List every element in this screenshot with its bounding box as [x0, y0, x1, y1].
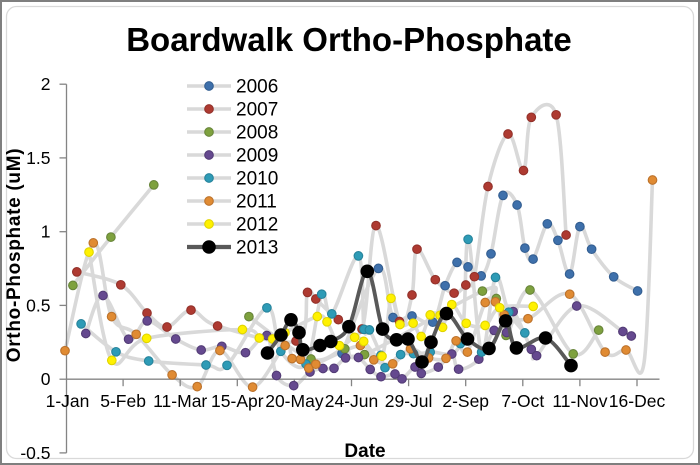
- svg-text:16-Dec: 16-Dec: [609, 391, 666, 411]
- svg-text:2008: 2008: [236, 123, 278, 144]
- svg-text:24-Jun: 24-Jun: [325, 391, 379, 411]
- svg-text:2006: 2006: [236, 77, 278, 98]
- svg-text:15-Apr: 15-Apr: [211, 391, 264, 411]
- svg-text:2012: 2012: [236, 215, 278, 236]
- svg-text:7-Oct: 7-Oct: [501, 391, 544, 411]
- svg-text:2009: 2009: [236, 146, 278, 167]
- svg-text:2-Sep: 2-Sep: [442, 391, 489, 411]
- svg-text:-0.5: -0.5: [20, 443, 50, 463]
- svg-text:2011: 2011: [236, 192, 277, 213]
- svg-text:0.5: 0.5: [26, 295, 50, 315]
- svg-text:20-May: 20-May: [265, 391, 324, 411]
- svg-text:0: 0: [41, 369, 51, 389]
- svg-text:11-Nov: 11-Nov: [552, 391, 607, 411]
- svg-text:Date: Date: [344, 441, 385, 462]
- svg-text:1-Jan: 1-Jan: [46, 391, 90, 411]
- svg-text:5-Feb: 5-Feb: [100, 391, 146, 411]
- svg-text:2: 2: [41, 74, 51, 94]
- svg-text:1.5: 1.5: [26, 148, 50, 168]
- svg-text:29-Jul: 29-Jul: [385, 391, 433, 411]
- svg-text:2013: 2013: [236, 238, 278, 259]
- svg-text:2010: 2010: [236, 169, 278, 190]
- svg-text:11-Mar: 11-Mar: [153, 391, 207, 411]
- svg-text:1: 1: [41, 222, 51, 242]
- svg-text:Boardwalk Ortho-Phosphate: Boardwalk Ortho-Phosphate: [126, 21, 572, 58]
- svg-text:Ortho-Phosphate (uM): Ortho-Phosphate (uM): [4, 148, 25, 363]
- svg-text:2007: 2007: [236, 100, 278, 121]
